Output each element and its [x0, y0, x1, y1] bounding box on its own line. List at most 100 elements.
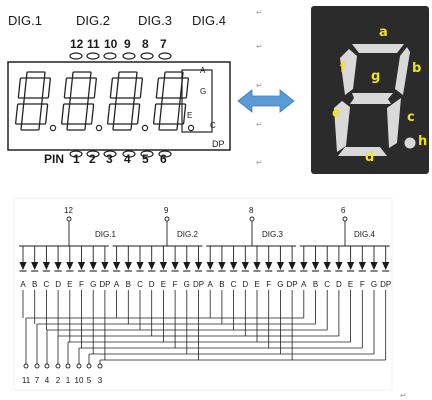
bottom-pin-5: 5 [142, 152, 149, 166]
digit-outline [15, 71, 57, 132]
dig-label-1: DIG.1 [8, 13, 42, 28]
seg-letter-a: A [200, 66, 206, 75]
digit-segment [161, 97, 181, 105]
pin-oval [122, 150, 136, 158]
top-pin-11: 11 [87, 37, 100, 51]
photo-label-e: e [332, 106, 341, 121]
segment-label: C [137, 280, 143, 289]
schematic-dig-1: DIG.1 [95, 230, 116, 239]
led-diode-icon [300, 262, 308, 270]
digit-segment [61, 103, 71, 125]
led-diode-icon [19, 262, 27, 270]
bottom-pin-4: 4 [124, 152, 131, 166]
photo-label-h: h [418, 134, 427, 149]
bottom-pin-terminal [44, 363, 50, 369]
led-diode-icon [31, 262, 39, 270]
common-pin-terminal [249, 216, 255, 222]
bottom-pin-terminal [65, 363, 71, 369]
led-diode-icon [136, 262, 144, 270]
digit-segment [41, 77, 51, 99]
schematic-bottom-pin: 4 [45, 376, 50, 385]
led-diode-icon [171, 262, 179, 270]
schematic-dig-3: DIG.3 [262, 230, 283, 239]
bottom-pin-1: 1 [73, 152, 80, 166]
common-pin-8: 8 [249, 206, 254, 215]
paragraph-mark: ↵ [256, 81, 263, 90]
led-diode-icon [335, 262, 343, 270]
bottom-pin-terminal [55, 363, 61, 369]
led-diode-icon [124, 262, 132, 270]
led-diode-icon [77, 262, 86, 270]
segment-label: A [114, 280, 120, 289]
led-diode-icon [370, 262, 378, 270]
pin-oval [86, 150, 100, 158]
paragraph-mark: ↵ [256, 158, 263, 167]
pin-oval [140, 52, 154, 60]
segment-label: D [55, 280, 61, 289]
digit-outline [153, 71, 195, 132]
segment-label: F [173, 280, 178, 289]
decimal-point [49, 124, 57, 132]
common-pin-12: 12 [64, 206, 73, 215]
double-arrow-icon [237, 89, 295, 113]
photo-label-c: c [407, 110, 415, 125]
dig-label-4: DIG.4 [192, 13, 226, 28]
seg-letter-g: G [200, 87, 206, 96]
schematic-bottom-pin: 2 [56, 376, 61, 385]
digit-segment [109, 77, 119, 99]
schematic-dig-4: DIG.4 [354, 230, 375, 239]
pin-oval [86, 52, 100, 60]
segment-label: DP [380, 280, 391, 289]
photo-segment-g [350, 93, 393, 104]
led-diode-icon [159, 262, 167, 270]
top-pin-8: 8 [142, 37, 149, 51]
segment-label: E [161, 280, 166, 289]
schematic-wiring [19, 216, 390, 369]
photo-segment-c [387, 98, 401, 148]
schematic-bottom-pin: 1 [66, 376, 71, 385]
led-diode-icon [347, 262, 355, 270]
paragraph-mark: ↵ [256, 42, 263, 51]
pin-oval [122, 52, 136, 60]
pin-oval [69, 150, 83, 158]
pin-oval [158, 52, 172, 60]
led-diode-icon [253, 262, 261, 270]
photo-segment-a [352, 44, 404, 53]
digit4-frame [181, 69, 213, 133]
led-diode-icon [218, 262, 226, 270]
digit-segment [153, 103, 163, 125]
pin-oval [140, 150, 154, 158]
photo-label-a: a [379, 25, 388, 40]
segment-label: B [32, 280, 37, 289]
schematic-bottom-pins: 11 7 4 2 1 10 5 3 [22, 376, 103, 385]
digit-segment [69, 97, 89, 105]
segment-label: G [277, 280, 283, 289]
led-diode-icon [265, 262, 273, 270]
led-diode-icon [276, 262, 284, 270]
schematic-dig-2: DIG.2 [177, 230, 198, 239]
led-diode-icon [288, 262, 296, 270]
digit-segment [107, 103, 117, 125]
decimal-point [187, 124, 195, 132]
led-diode-icon [54, 262, 62, 270]
segment-label: A [301, 280, 307, 289]
segment-label: B [219, 280, 224, 289]
digit-segment [23, 97, 43, 105]
seg-letter-c: C [210, 121, 216, 130]
bottom-pin-2: 2 [89, 152, 96, 166]
segment-label: C [231, 280, 237, 289]
dig-label-3: DIG.3 [138, 13, 172, 28]
segment-label: B [126, 280, 131, 289]
bottom-pin-terminal [34, 363, 40, 369]
digit-segment [39, 103, 49, 125]
segment-label: B [313, 280, 318, 289]
module-body-outline [7, 61, 231, 151]
bottom-pin-terminal [97, 363, 103, 369]
photo-label-d: d [365, 150, 374, 165]
photo-segment-e [334, 101, 350, 152]
segment-label: D [336, 280, 342, 289]
photo-segment-b [395, 47, 410, 95]
digit-segment [71, 71, 92, 79]
